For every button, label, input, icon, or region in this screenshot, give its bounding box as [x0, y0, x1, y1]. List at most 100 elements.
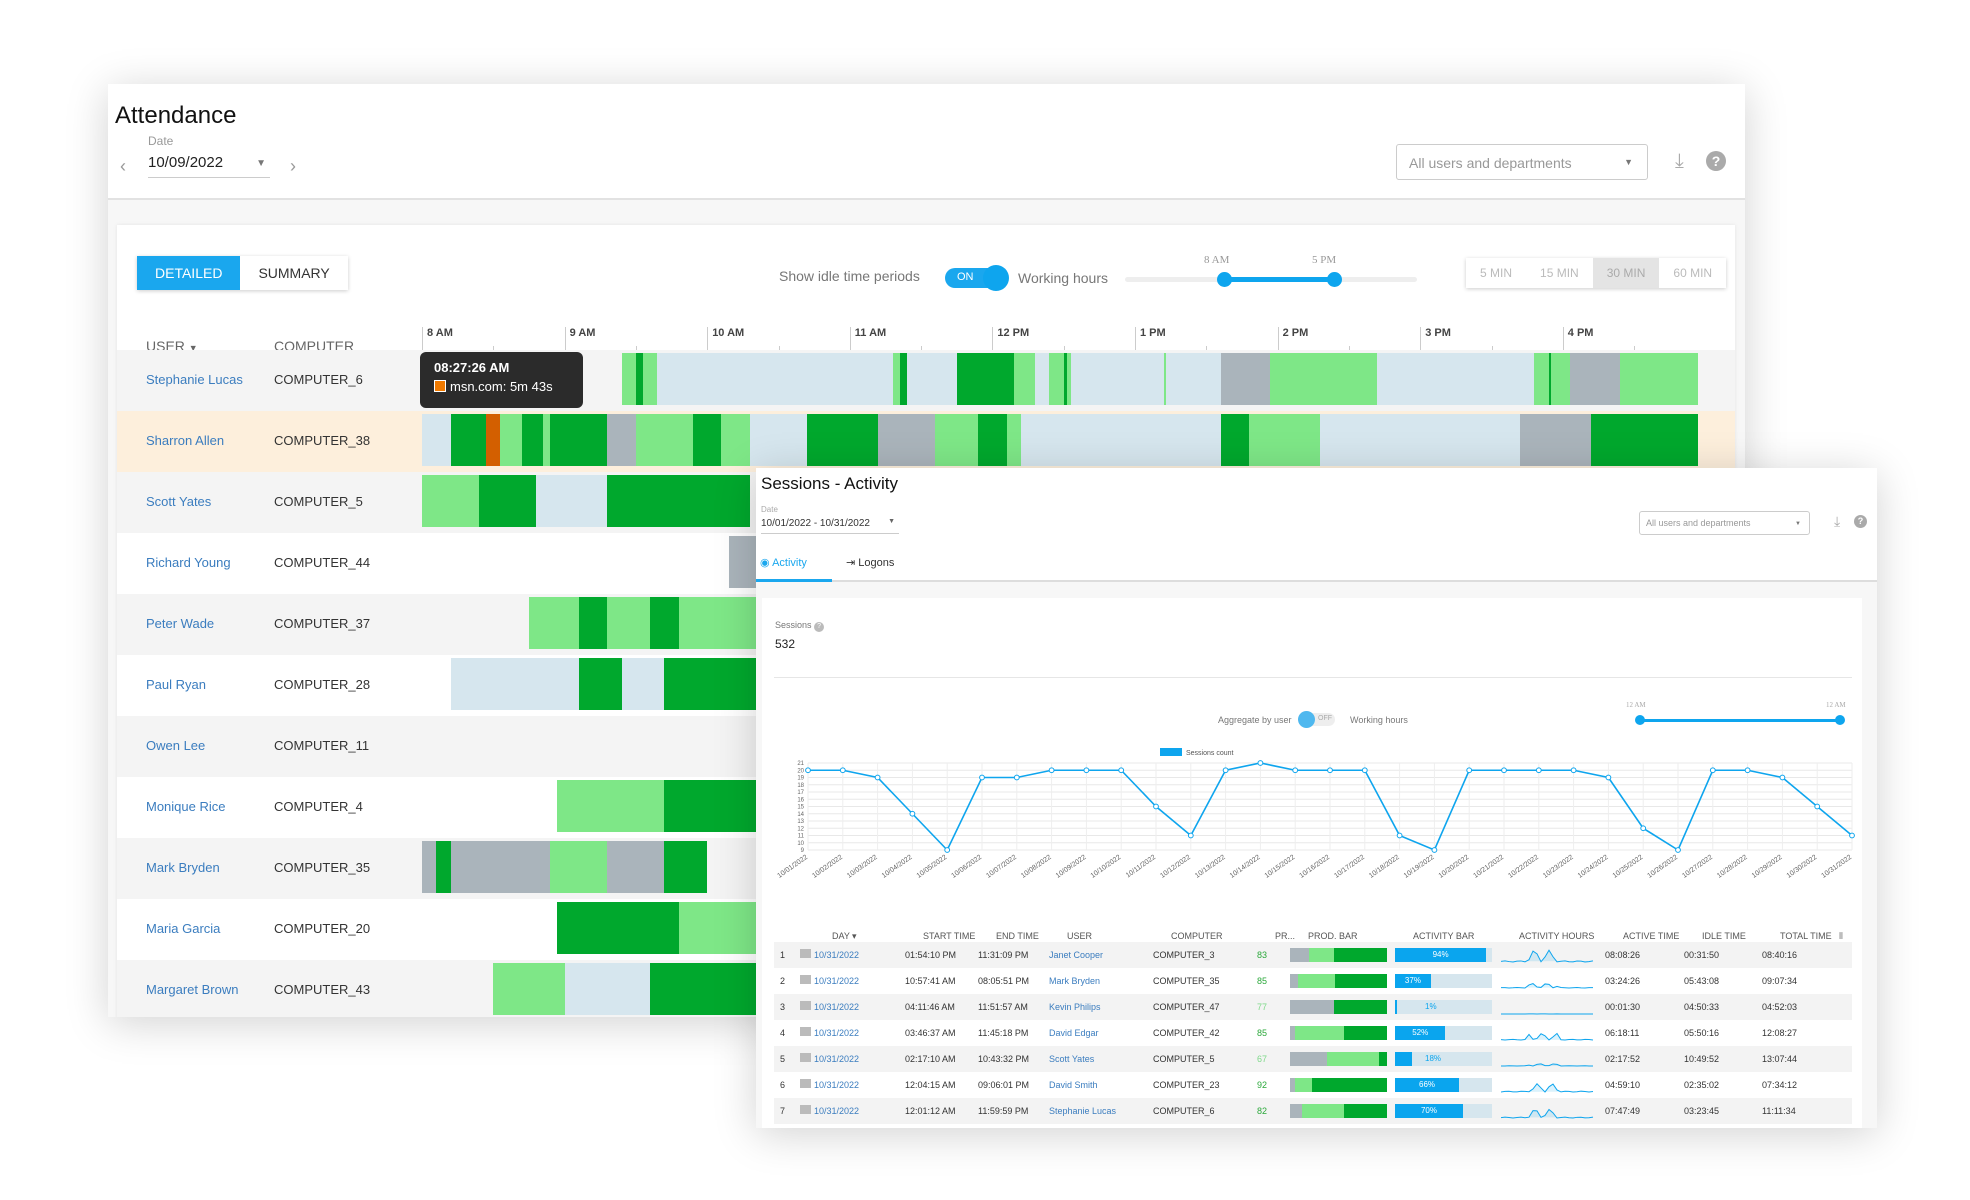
- column-chooser-icon[interactable]: ⦀: [1839, 931, 1843, 941]
- activity-segment[interactable]: [1020, 414, 1221, 466]
- activity-segment[interactable]: [899, 353, 907, 405]
- day-link[interactable]: 10/31/2022: [814, 1028, 860, 1038]
- activity-segment[interactable]: [664, 475, 750, 527]
- activity-segment[interactable]: [650, 963, 765, 1015]
- activity-segment[interactable]: [1520, 414, 1592, 466]
- activity-segment[interactable]: [906, 353, 957, 405]
- column-header[interactable]: START TIME: [923, 931, 976, 941]
- activity-segment[interactable]: [956, 353, 1014, 405]
- column-header[interactable]: ACTIVITY BAR: [1413, 931, 1475, 941]
- day-link[interactable]: 10/31/2022: [814, 950, 860, 960]
- user-link[interactable]: Owen Lee: [146, 738, 206, 753]
- activity-segment[interactable]: [1163, 353, 1167, 405]
- table-row[interactable]: 7 10/31/2022 12:01:12 AM 11:59:59 PM Ste…: [774, 1098, 1852, 1124]
- user-link[interactable]: David Smith: [1049, 1080, 1098, 1090]
- activity-segment[interactable]: [678, 902, 765, 954]
- idle-periods-toggle[interactable]: ON: [945, 265, 1009, 291]
- tab-logons[interactable]: ⇥ Logons: [846, 556, 894, 569]
- working-hours-slider[interactable]: [1635, 715, 1845, 725]
- activity-segment[interactable]: [607, 841, 665, 893]
- activity-segment[interactable]: [528, 597, 765, 649]
- date-picker[interactable]: 10/09/2022 ▼: [148, 154, 270, 178]
- activity-segment[interactable]: [664, 658, 765, 710]
- activity-segment[interactable]: [978, 414, 1007, 466]
- next-date-icon[interactable]: ›: [290, 156, 296, 176]
- activity-segment[interactable]: [557, 902, 679, 954]
- granularity-30[interactable]: 30 MIN: [1592, 258, 1660, 288]
- activity-segment[interactable]: [1120, 353, 1221, 405]
- user-link[interactable]: Paul Ryan: [146, 677, 206, 692]
- prev-date-icon[interactable]: ‹: [120, 156, 126, 176]
- activity-segment[interactable]: [1049, 353, 1071, 405]
- activity-segment[interactable]: [521, 414, 544, 466]
- working-hours-slider[interactable]: [1125, 272, 1417, 287]
- column-header[interactable]: ACTIVITY HOURS: [1519, 931, 1595, 941]
- column-header[interactable]: IDLE TIME: [1702, 931, 1746, 941]
- day-link[interactable]: 10/31/2022: [814, 976, 860, 986]
- help-icon[interactable]: ?: [1854, 515, 1867, 528]
- activity-segment[interactable]: [635, 414, 750, 466]
- date-range-picker[interactable]: 10/01/2022 - 10/31/2022 ▼: [761, 518, 899, 534]
- activity-segment[interactable]: [1534, 353, 1570, 405]
- slider-end-handle[interactable]: [1835, 715, 1845, 725]
- activity-segment[interactable]: [1591, 414, 1699, 466]
- activity-segment[interactable]: [557, 780, 665, 832]
- column-header[interactable]: ACTIVE TIME: [1623, 931, 1680, 941]
- user-link[interactable]: David Edgar: [1049, 1028, 1099, 1038]
- video-icon[interactable]: [800, 1001, 811, 1010]
- video-icon[interactable]: [800, 1027, 811, 1036]
- users-filter-dropdown[interactable]: All users and departments ▼: [1396, 144, 1648, 180]
- user-link[interactable]: Stephanie Lucas: [1049, 1106, 1117, 1116]
- user-link[interactable]: Monique Rice: [146, 799, 226, 814]
- activity-segment[interactable]: [536, 475, 608, 527]
- activity-segment[interactable]: [1035, 353, 1121, 405]
- granularity-15[interactable]: 15 MIN: [1540, 266, 1579, 280]
- activity-segment[interactable]: [422, 414, 451, 466]
- day-link[interactable]: 10/31/2022: [814, 1054, 860, 1064]
- users-filter-dropdown[interactable]: All users and departments ▼: [1639, 511, 1810, 535]
- activity-segment[interactable]: [1249, 414, 1321, 466]
- video-icon[interactable]: [800, 975, 811, 984]
- activity-segment[interactable]: [422, 475, 480, 527]
- activity-segment[interactable]: [692, 414, 722, 466]
- activity-segment[interactable]: [578, 658, 622, 710]
- activity-segment[interactable]: [1063, 353, 1067, 405]
- activity-segment[interactable]: [450, 414, 487, 466]
- slider-end-handle[interactable]: [1327, 272, 1342, 287]
- tab-activity[interactable]: ◉ Activity: [756, 552, 832, 582]
- column-header[interactable]: DAY: [832, 931, 850, 941]
- user-link[interactable]: Sharron Allen: [146, 433, 225, 448]
- activity-segment[interactable]: [1619, 353, 1699, 405]
- activity-segment[interactable]: [550, 414, 608, 466]
- activity-segment[interactable]: [607, 475, 665, 527]
- table-row[interactable]: 1 10/31/2022 01:54:10 PM 11:31:09 PM Jan…: [774, 942, 1852, 968]
- help-icon[interactable]: ?: [1706, 151, 1726, 171]
- video-icon[interactable]: [800, 1079, 811, 1088]
- video-icon[interactable]: [800, 1105, 811, 1114]
- activity-segment[interactable]: [493, 963, 565, 1015]
- column-header[interactable]: TOTAL TIME: [1780, 931, 1832, 941]
- column-header[interactable]: PR...: [1275, 931, 1296, 941]
- activity-segment[interactable]: [1320, 414, 1520, 466]
- column-header[interactable]: PROD. BAR: [1308, 931, 1358, 941]
- user-link[interactable]: Maria Garcia: [146, 921, 221, 936]
- activity-segment[interactable]: [1569, 353, 1620, 405]
- activity-segment[interactable]: [1220, 353, 1271, 405]
- aggregate-toggle[interactable]: OFF: [1298, 711, 1335, 728]
- activity-segment[interactable]: [578, 597, 608, 649]
- help-icon[interactable]: ?: [814, 622, 825, 632]
- video-icon[interactable]: [800, 1053, 811, 1062]
- activity-segment[interactable]: [486, 414, 501, 466]
- activity-segment[interactable]: [664, 780, 765, 832]
- column-header[interactable]: END TIME: [996, 931, 1039, 941]
- activity-segment[interactable]: [564, 963, 651, 1015]
- column-header[interactable]: USER: [1067, 931, 1093, 941]
- video-icon[interactable]: [800, 949, 811, 958]
- activity-segment[interactable]: [450, 658, 579, 710]
- activity-segment[interactable]: [1220, 414, 1250, 466]
- table-row[interactable]: 5 10/31/2022 02:17:10 AM 10:43:32 PM Sco…: [774, 1046, 1852, 1072]
- detailed-button[interactable]: DETAILED: [137, 256, 241, 290]
- summary-button[interactable]: SUMMARY: [258, 265, 330, 281]
- activity-segment[interactable]: [807, 414, 879, 466]
- user-link[interactable]: Scott Yates: [146, 494, 212, 509]
